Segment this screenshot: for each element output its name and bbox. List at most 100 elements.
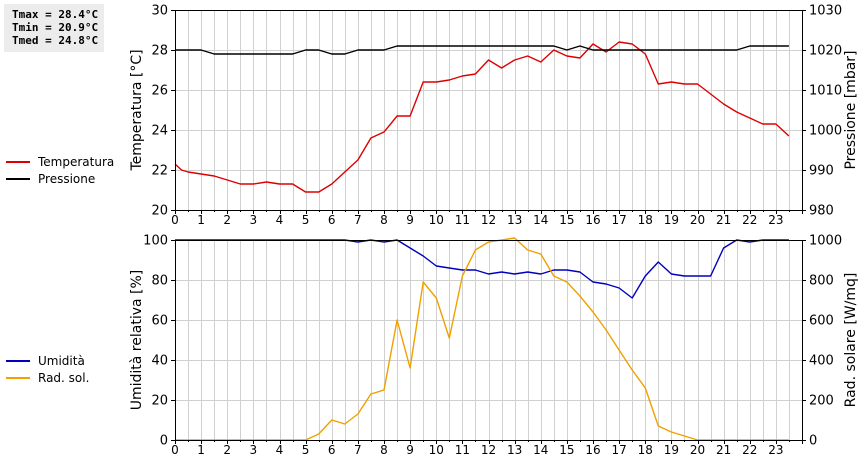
y-tick-label-left: 30 xyxy=(151,4,168,19)
x-tick-label: 16 xyxy=(585,443,600,457)
legend-label-umidita: Umidità xyxy=(38,353,85,368)
x-tick-label: 11 xyxy=(455,213,470,227)
x-tick-label: 16 xyxy=(585,213,600,227)
series-line-pressione xyxy=(175,45,789,55)
y-axis-label-left: Temperatura [°C] xyxy=(129,49,145,171)
legend-bottom: Umidità Rad. sol. xyxy=(6,352,89,386)
x-tick-label: 13 xyxy=(507,443,522,457)
x-tick-label: 5 xyxy=(302,213,310,227)
x-tick-label: 6 xyxy=(328,213,336,227)
y-tick-label-right: 1020 xyxy=(809,44,842,59)
x-tick-label: 19 xyxy=(664,443,679,457)
legend-swatch-pressione xyxy=(6,177,30,180)
x-tick-label: 6 xyxy=(328,443,336,457)
legend-item-rad-sol: Rad. sol. xyxy=(6,369,89,386)
y-tick-label-left: 80 xyxy=(151,274,168,289)
y-tick-label-left: 20 xyxy=(151,204,168,219)
legend-top: Temperatura Pressione xyxy=(6,153,114,187)
x-tick-label: 18 xyxy=(638,213,653,227)
x-tick-label: 15 xyxy=(559,213,574,227)
y-axis-label-right: Rad. solare [W/mq] xyxy=(843,273,859,408)
x-tick-label: 0 xyxy=(171,213,179,227)
x-tick-label: 10 xyxy=(429,443,444,457)
legend-swatch-rad-sol xyxy=(6,376,30,379)
x-tick-label: 4 xyxy=(276,213,284,227)
plot-area xyxy=(175,10,802,210)
x-tick-label: 14 xyxy=(533,213,548,227)
y-tick-label-right: 1000 xyxy=(809,124,842,139)
x-tick-label: 9 xyxy=(406,213,414,227)
x-tick-label: 22 xyxy=(742,443,757,457)
y-axis-label-right: Pressione [mbar] xyxy=(843,50,859,169)
x-tick-label: 19 xyxy=(664,213,679,227)
y-tick-label-left: 40 xyxy=(151,354,168,369)
y-tick-label-left: 26 xyxy=(151,84,168,99)
y-tick-label-left: 0 xyxy=(160,434,168,449)
x-tick-label: 18 xyxy=(638,443,653,457)
y-tick-label-right: 980 xyxy=(809,204,834,219)
y-tick-label-right: 1010 xyxy=(809,84,842,99)
y-tick-label-left: 28 xyxy=(151,44,168,59)
y-tick-label-right: 990 xyxy=(809,164,834,179)
plot-frame xyxy=(175,240,803,441)
legend-label-pressione: Pressione xyxy=(38,171,96,186)
x-tick-label: 9 xyxy=(406,443,414,457)
x-tick-label: 3 xyxy=(250,213,258,227)
x-tick-label: 23 xyxy=(768,213,783,227)
x-tick-label: 17 xyxy=(611,443,626,457)
x-tick-label: 13 xyxy=(507,213,522,227)
x-tick-label: 0 xyxy=(171,443,179,457)
x-tick-label: 8 xyxy=(380,213,388,227)
legend-swatch-temperatura xyxy=(6,160,30,163)
x-tick-label: 3 xyxy=(250,443,258,457)
legend-label-temperatura: Temperatura xyxy=(38,154,115,169)
legend-item-umidita: Umidità xyxy=(6,352,89,369)
x-tick-label: 11 xyxy=(455,443,470,457)
x-tick-label: 7 xyxy=(354,443,362,457)
x-tick-label: 8 xyxy=(380,443,388,457)
x-tick-label: 10 xyxy=(429,213,444,227)
legend-item-pressione: Pressione xyxy=(6,170,114,187)
y-tick-label-right: 200 xyxy=(809,394,834,409)
x-tick-label: 20 xyxy=(690,443,705,457)
x-tick-label: 21 xyxy=(716,213,731,227)
x-tick-label: 5 xyxy=(302,443,310,457)
tmin-text: Tmin = 20.9°C xyxy=(12,21,99,34)
y-tick-label-right: 0 xyxy=(809,434,817,449)
y-tick-label-right: 400 xyxy=(809,354,834,369)
legend-swatch-umidita xyxy=(6,359,30,362)
y-tick-label-right: 1030 xyxy=(809,4,842,19)
legend-label-rad-sol: Rad. sol. xyxy=(38,370,90,385)
x-tick-label: 20 xyxy=(690,213,705,227)
x-tick-label: 21 xyxy=(716,443,731,457)
y-tick-label-left: 20 xyxy=(151,394,168,409)
x-tick-label: 23 xyxy=(768,443,783,457)
y-tick-label-right: 800 xyxy=(809,274,834,289)
y-tick-label-left: 60 xyxy=(151,314,168,329)
x-tick-label: 1 xyxy=(197,213,205,227)
x-tick-label: 12 xyxy=(481,213,496,227)
tmed-text: Tmed = 24.8°C xyxy=(12,34,99,47)
series-line-temperatura xyxy=(174,41,790,193)
y-tick-label-right: 600 xyxy=(809,314,834,329)
y-tick-label-left: 100 xyxy=(143,234,168,249)
y-tick-label-right: 1000 xyxy=(809,234,842,249)
tmax-text: Tmax = 28.4°C xyxy=(12,8,99,21)
x-tick-label: 17 xyxy=(611,213,626,227)
plot-area xyxy=(175,240,802,440)
y-axis-label-left: Umidità relativa [%] xyxy=(129,270,145,411)
stats-box: Tmax = 28.4°C Tmin = 20.9°C Tmed = 24.8°… xyxy=(4,4,104,52)
x-tick-label: 7 xyxy=(354,213,362,227)
x-tick-label: 22 xyxy=(742,213,757,227)
x-tick-label: 2 xyxy=(223,443,231,457)
x-tick-label: 2 xyxy=(223,213,231,227)
legend-item-temperatura: Temperatura xyxy=(6,153,114,170)
y-tick-label-left: 22 xyxy=(151,164,168,179)
y-tick-label-left: 24 xyxy=(151,124,168,139)
x-tick-label: 4 xyxy=(276,443,284,457)
x-tick-label: 14 xyxy=(533,443,548,457)
x-tick-label: 1 xyxy=(197,443,205,457)
